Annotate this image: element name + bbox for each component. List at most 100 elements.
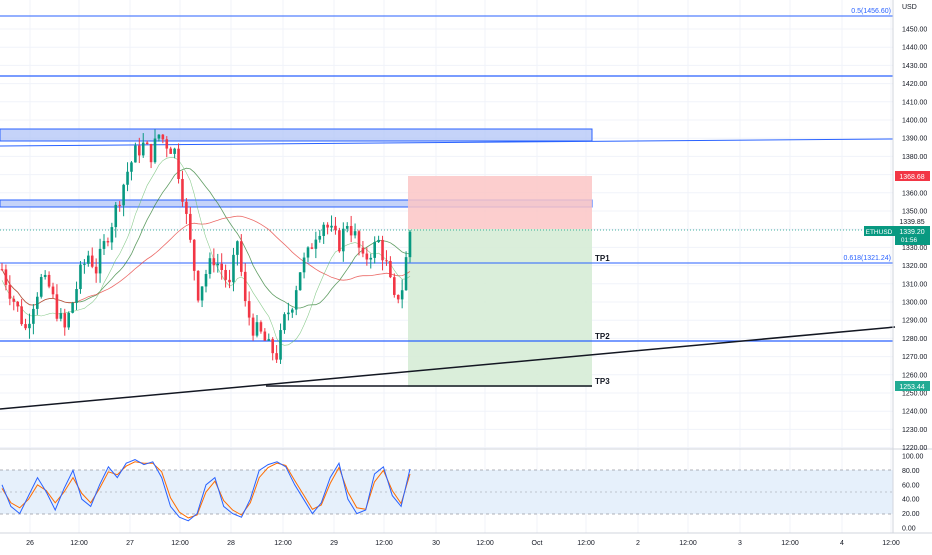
candle-body <box>342 228 345 252</box>
candle-body <box>259 322 263 332</box>
time-tick-label: 12:00 <box>679 540 697 547</box>
candle-body <box>138 145 141 156</box>
price-tick-label: 1330.00 <box>902 245 927 252</box>
time-tick-label: 12:00 <box>476 540 494 547</box>
oscillator-tick-label: 40.00 <box>902 497 920 504</box>
ma-slow-line <box>1 215 411 306</box>
time-tick-label: 27 <box>126 540 134 547</box>
candle-body <box>102 241 106 249</box>
candle-body <box>20 306 23 325</box>
tp1-label: TP1 <box>595 254 610 263</box>
candle-body <box>98 248 102 274</box>
candle-body <box>224 269 227 280</box>
time-tick-label: 12:00 <box>274 540 292 547</box>
candle-body <box>381 239 384 261</box>
oscillator-tick-label: 60.00 <box>902 482 920 489</box>
candle-body <box>322 224 325 236</box>
candle-body <box>192 239 196 271</box>
candle-body <box>306 247 310 258</box>
price-tick-label: 1250.00 <box>902 391 927 398</box>
price-tick-label: 1390.00 <box>902 136 927 143</box>
svg-text:1368.68: 1368.68 <box>899 174 924 181</box>
supply-zone-upper <box>0 128 593 142</box>
tp3-price-tag: 1253.44 <box>895 381 930 391</box>
time-tick-label: 12:00 <box>577 540 595 547</box>
candle-body <box>0 269 4 271</box>
candle-body <box>12 298 16 302</box>
candle-body <box>287 312 290 315</box>
candle-body <box>334 225 337 231</box>
svg-text:1253.44: 1253.44 <box>899 384 924 391</box>
candle-body <box>39 277 43 297</box>
candle-body <box>240 241 243 272</box>
candle-body <box>189 213 192 240</box>
price-tick-label: 1300.00 <box>902 300 927 307</box>
candle-body <box>396 294 400 300</box>
svg-text:1339.85: 1339.85 <box>899 219 924 226</box>
time-tick-label: 2 <box>636 540 640 547</box>
price-tick-label: 1420.00 <box>902 81 927 88</box>
price-tick-label: 1320.00 <box>902 263 927 270</box>
svg-text:01:56: 01:56 <box>901 237 918 244</box>
currency-label: USD <box>902 4 917 11</box>
candle-body <box>212 258 216 266</box>
price-tick-label: 1270.00 <box>902 354 927 361</box>
candle-body <box>349 225 353 236</box>
candle-body <box>149 144 153 163</box>
candle-body <box>59 313 63 319</box>
candle-body <box>79 264 82 290</box>
candle-body <box>369 257 373 260</box>
symbol-tag[interactable]: ETHUSD <box>864 226 895 236</box>
time-axis[interactable]: 26 12:00 27 12:00 28 12:00 29 12:00 30 12:00 Oct 12… <box>26 540 900 547</box>
oscillator-tick-label: 20.00 <box>902 511 920 518</box>
ascending-trendline[interactable] <box>0 326 896 410</box>
time-tick-label: 3 <box>738 540 742 547</box>
candle-body <box>310 247 314 249</box>
stochastic-oscillator <box>1 459 411 522</box>
candle-body <box>283 314 286 331</box>
candle-body <box>16 301 19 307</box>
svg-text:ETHUSD: ETHUSD <box>866 229 893 236</box>
time-tick-label: 30 <box>432 540 440 547</box>
time-tick-label: 12:00 <box>781 540 799 547</box>
time-tick-label: 12:00 <box>70 540 88 547</box>
candle-body <box>134 145 137 163</box>
tp3-label: TP3 <box>595 377 610 386</box>
price-tick-label: 1380.00 <box>902 154 927 161</box>
candle-body <box>302 257 306 273</box>
candle-body <box>145 142 149 145</box>
time-tick-label: 12:00 <box>882 540 900 547</box>
price-tick-label: 1400.00 <box>902 118 927 125</box>
candle-body <box>263 331 267 341</box>
price-tick-label: 1230.00 <box>902 427 927 434</box>
high-price-tag: 1339.85 <box>895 216 930 226</box>
candle-body <box>28 323 31 329</box>
candle-body <box>185 201 188 214</box>
candle-body <box>345 225 349 229</box>
oscillator-tick-label: 80.00 <box>902 468 920 475</box>
candlestick-series <box>0 129 412 364</box>
oscillator-axis[interactable]: 100.00 80.00 60.00 40.00 20.00 0.00 <box>902 454 924 533</box>
candle-body <box>393 277 396 295</box>
candle-body <box>208 258 212 274</box>
price-tick-label: 1280.00 <box>902 336 927 343</box>
price-tick-label: 1350.00 <box>902 209 927 216</box>
oscillator-tick-label: 0.00 <box>902 526 916 533</box>
take-profit-zone <box>408 229 592 387</box>
candle-body <box>55 294 59 319</box>
candle-body <box>67 312 70 328</box>
candle-body <box>51 286 55 295</box>
candle-body <box>291 309 294 313</box>
candle-body <box>279 330 282 360</box>
ma-envelope-line <box>1 157 411 346</box>
resistance-trendline[interactable] <box>0 138 894 147</box>
candle-body <box>204 273 208 287</box>
price-tick-label: 1450.00 <box>902 27 927 34</box>
candle-body <box>338 230 341 252</box>
time-tick-label: Oct <box>532 540 543 547</box>
candle-body <box>275 353 278 360</box>
time-tick-label: 28 <box>227 540 235 547</box>
candle-body <box>165 139 169 149</box>
